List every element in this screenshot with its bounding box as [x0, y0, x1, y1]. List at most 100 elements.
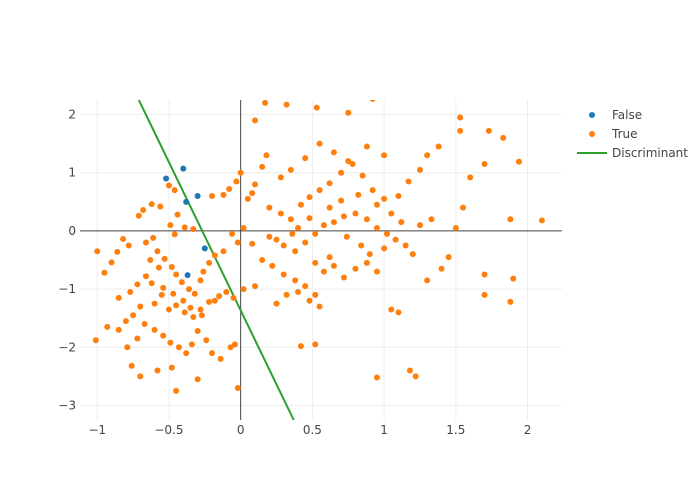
data-point-true — [92, 337, 99, 344]
data-point-true — [161, 255, 168, 262]
data-point-true — [295, 289, 302, 295]
data-point-true — [158, 291, 165, 298]
data-point-true — [157, 203, 164, 210]
data-point-true — [168, 263, 175, 270]
data-point-true — [273, 236, 280, 243]
data-point-true — [134, 335, 141, 342]
data-point-true — [178, 279, 185, 286]
data-point-true — [154, 367, 161, 374]
data-point-true — [369, 100, 376, 102]
legend-marker-swatch — [589, 131, 595, 137]
data-point-true — [383, 230, 390, 237]
y-axis-ticks: −3 −2 −1 0 1 2 — [58, 108, 76, 413]
data-point-true — [381, 245, 388, 252]
data-point-true — [289, 230, 296, 237]
data-point-true — [402, 242, 409, 249]
data-point-true — [220, 191, 227, 198]
data-point-true — [428, 216, 435, 223]
data-point-true — [457, 127, 464, 134]
data-point-true — [292, 248, 299, 255]
data-point-true — [330, 149, 337, 156]
data-point-true — [452, 225, 459, 231]
data-point-true — [240, 225, 247, 231]
data-point-true — [181, 224, 188, 231]
data-point-true — [283, 101, 290, 108]
data-point-true — [295, 225, 302, 231]
data-point-true — [259, 257, 266, 263]
data-point-true — [137, 303, 144, 310]
data-point-true — [130, 312, 137, 319]
data-point-true — [302, 155, 309, 162]
legend-label: True — [611, 127, 638, 141]
data-point-true — [167, 222, 174, 229]
data-point-true — [358, 242, 365, 249]
data-point-true — [340, 213, 347, 220]
data-point-true — [191, 290, 198, 297]
y-tick-label: −2 — [58, 340, 76, 354]
x-axis-ticks: −1 −0.5 0 0.5 1 1.5 2 — [88, 423, 531, 437]
data-point-true — [227, 344, 234, 351]
data-point-true — [155, 264, 162, 271]
data-point-true — [127, 289, 134, 295]
legend[interactable]: False True Discriminant — [577, 108, 688, 160]
data-point-true — [481, 271, 488, 278]
data-point-true — [424, 277, 431, 284]
data-point-true — [481, 291, 488, 298]
data-point-true — [388, 306, 395, 313]
data-point-true — [142, 273, 149, 280]
x-tick-label: 1.5 — [446, 423, 465, 437]
data-point-true — [277, 210, 284, 217]
legend-item-false[interactable]: False — [589, 108, 642, 122]
data-point-true — [206, 298, 213, 305]
data-point-true — [510, 275, 517, 282]
data-point-true — [287, 166, 294, 173]
data-point-false — [163, 175, 170, 182]
data-point-true — [229, 230, 236, 237]
data-point-true — [435, 143, 442, 150]
data-point-true — [373, 268, 380, 275]
data-point-true — [292, 277, 299, 284]
data-point-true — [226, 186, 233, 193]
data-point-true — [269, 262, 276, 269]
data-point-true — [277, 174, 284, 181]
data-point-true — [141, 321, 148, 327]
x-tick-label: 2 — [524, 423, 532, 437]
data-point-true — [150, 234, 157, 241]
data-point-true — [330, 262, 337, 269]
data-point-true — [306, 215, 313, 222]
data-point-true — [147, 257, 154, 263]
legend-marker-swatch — [589, 112, 595, 118]
data-point-true — [135, 212, 142, 219]
x-tick-label: 1 — [380, 423, 388, 437]
data-point-true — [249, 190, 256, 197]
data-point-true — [302, 239, 309, 246]
data-point-true — [326, 204, 333, 211]
legend-item-discriminant[interactable]: Discriminant — [577, 146, 688, 160]
data-point-true — [515, 158, 522, 165]
data-point-true — [217, 355, 224, 362]
data-point-true — [120, 236, 127, 243]
y-tick-label: −3 — [58, 398, 76, 412]
data-point-true — [240, 286, 247, 293]
data-point-true — [388, 210, 395, 217]
data-point-true — [373, 201, 380, 208]
data-point-true — [183, 350, 190, 357]
data-point-true — [108, 259, 115, 266]
data-point-true — [330, 219, 337, 226]
data-point-true — [312, 341, 319, 348]
data-point-true — [233, 178, 240, 185]
data-point-true — [373, 374, 380, 381]
data-point-true — [190, 314, 197, 321]
data-point-true — [194, 376, 201, 383]
legend-item-true[interactable]: True — [589, 127, 638, 141]
data-point-true — [160, 284, 167, 291]
data-point-true — [128, 362, 135, 369]
data-point-true — [359, 172, 366, 179]
data-point-true — [363, 143, 370, 150]
data-point-true — [259, 163, 266, 170]
data-point-true — [216, 293, 223, 300]
data-point-true — [424, 152, 431, 159]
data-point-true — [208, 350, 215, 357]
data-point-true — [197, 306, 204, 313]
data-point-false — [184, 272, 191, 279]
